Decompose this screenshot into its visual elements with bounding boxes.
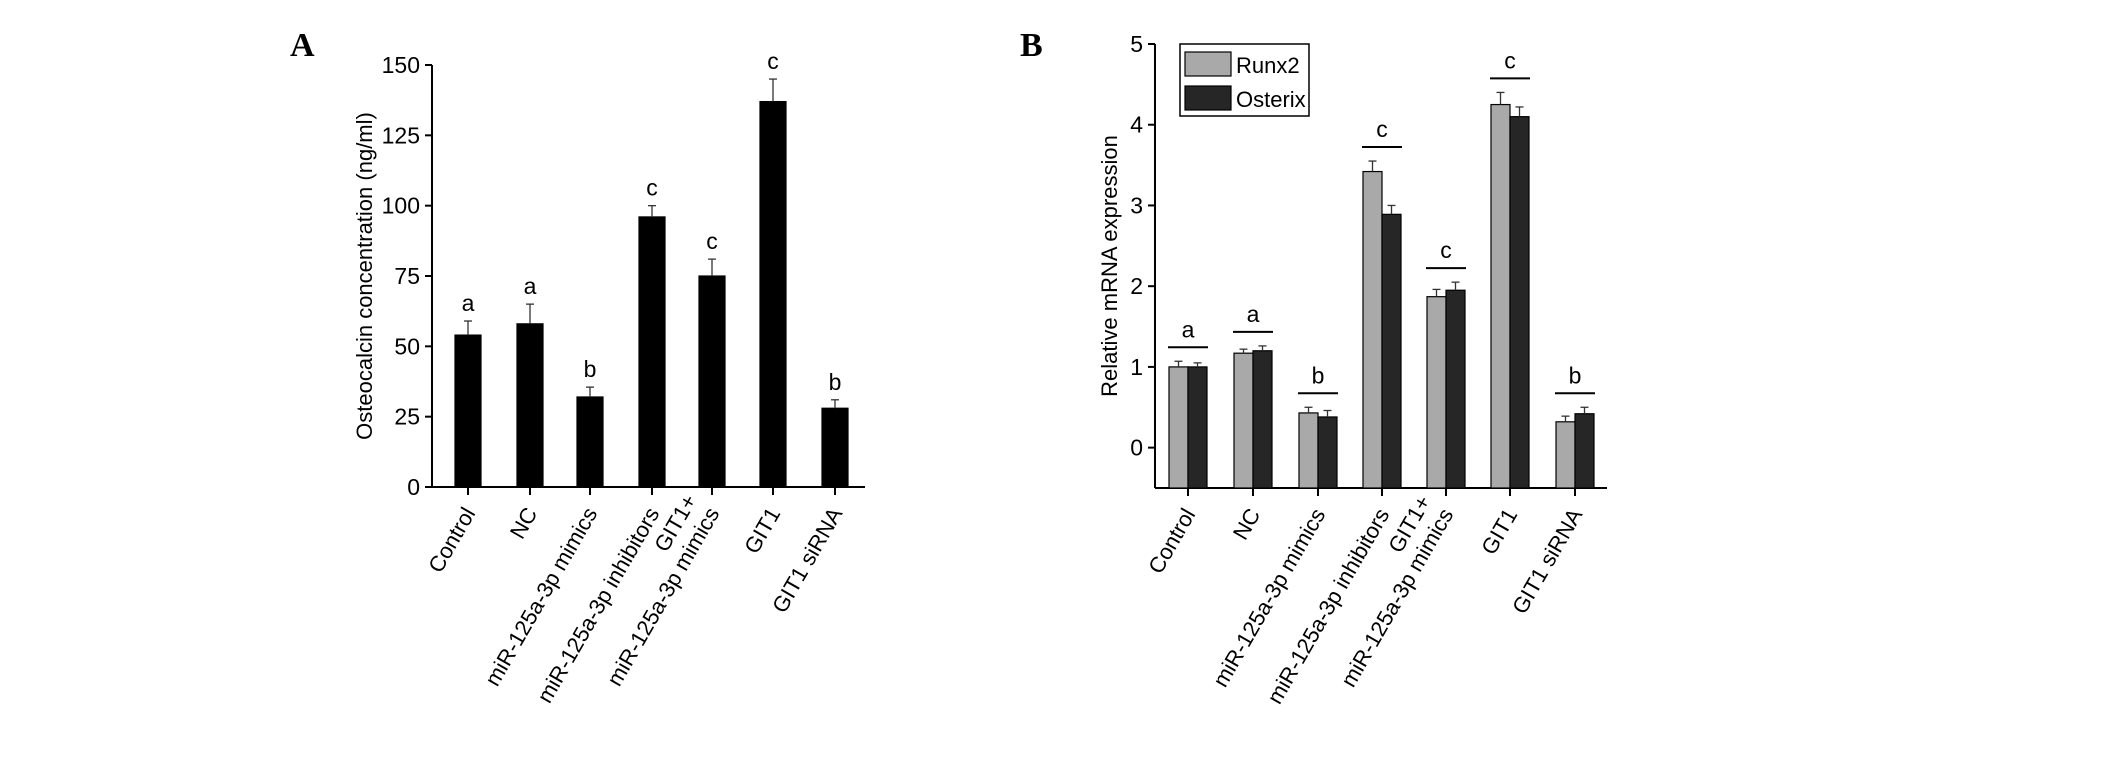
x-tick-label: GIT1 — [1476, 504, 1522, 559]
bar — [1187, 366, 1208, 489]
significance-letter: a — [462, 290, 475, 316]
bar — [638, 216, 666, 488]
bar — [1168, 366, 1189, 489]
legend-label: Osterix — [1236, 87, 1306, 112]
x-tick-label: GIT1 — [739, 503, 785, 558]
significance-letter: c — [1504, 47, 1516, 73]
y-tick-label: 50 — [394, 333, 420, 359]
bar — [1298, 412, 1319, 489]
bar — [454, 334, 482, 488]
significance-letter: b — [584, 356, 597, 382]
legend-swatch — [1184, 85, 1232, 111]
bar — [759, 100, 787, 488]
bar — [1381, 213, 1402, 489]
bar — [821, 407, 849, 488]
legend-label: Runx2 — [1236, 53, 1300, 78]
bar — [698, 275, 726, 488]
y-tick-label: 1 — [1130, 354, 1143, 380]
panel-label-b: B — [1020, 27, 1043, 64]
bar — [576, 396, 604, 488]
y-tick-label: 0 — [1130, 435, 1143, 461]
panel-b: B 0 1 2 3 4 5 Relative mRNA expression Control a… — [1020, 27, 1607, 708]
y-tick-label: 125 — [382, 122, 420, 148]
y-tick-label: 25 — [394, 404, 420, 430]
bar — [1317, 416, 1338, 489]
y-tick-label: 75 — [394, 263, 420, 289]
significance-letter: b — [829, 369, 842, 395]
significance-letter: c — [706, 228, 718, 254]
bar — [516, 323, 544, 488]
y-tick-label: 150 — [382, 52, 420, 78]
x-tick-label: miR-125a-3p mimics — [1208, 504, 1331, 691]
bar — [1509, 116, 1530, 489]
significance-letter: c — [1376, 116, 1388, 142]
x-tick-label: NC — [1228, 504, 1266, 544]
significance-letter: a — [524, 273, 537, 299]
y-axis-label: Relative mRNA expression — [1097, 135, 1122, 397]
panel-label-a: A — [290, 27, 315, 64]
bar — [1574, 413, 1595, 489]
legend: Runx2 Osterix — [1179, 43, 1310, 117]
significance-letter: a — [1182, 316, 1195, 342]
y-axis-label: Osteocalcin concentration (ng/ml) — [352, 112, 377, 440]
legend-swatch — [1184, 51, 1232, 77]
significance-letter: a — [1247, 301, 1260, 327]
y-tick-label: 4 — [1130, 112, 1143, 138]
y-tick-label: 100 — [382, 193, 420, 219]
panel-a: A 0 25 50 75 100 125 150 Osteocalcin concentrat… — [290, 27, 865, 707]
y-tick-label: 0 — [407, 474, 420, 500]
bar — [1233, 352, 1254, 489]
bar — [1426, 296, 1447, 489]
y-tick-label: 3 — [1130, 192, 1143, 218]
bar — [1362, 170, 1383, 489]
significance-letter: c — [767, 48, 779, 74]
x-tick-label: NC — [505, 503, 543, 543]
x-tick-label: Control — [423, 503, 480, 577]
x-tick-label: Control — [1143, 504, 1200, 578]
y-tick-label: 5 — [1130, 31, 1143, 57]
bar — [1490, 103, 1511, 489]
bar — [1252, 350, 1273, 489]
significance-letter: b — [1312, 362, 1325, 388]
significance-letter: b — [1569, 362, 1582, 388]
significance-letter: c — [1440, 237, 1452, 263]
bar — [1445, 289, 1466, 489]
x-tick-label: miR-125a-3p inhibitors — [1262, 504, 1394, 708]
bar — [1555, 421, 1576, 489]
x-tick-label: miR-125a-3p mimics — [480, 503, 603, 690]
y-tick-label: 2 — [1130, 273, 1143, 299]
significance-letter: c — [646, 175, 658, 201]
